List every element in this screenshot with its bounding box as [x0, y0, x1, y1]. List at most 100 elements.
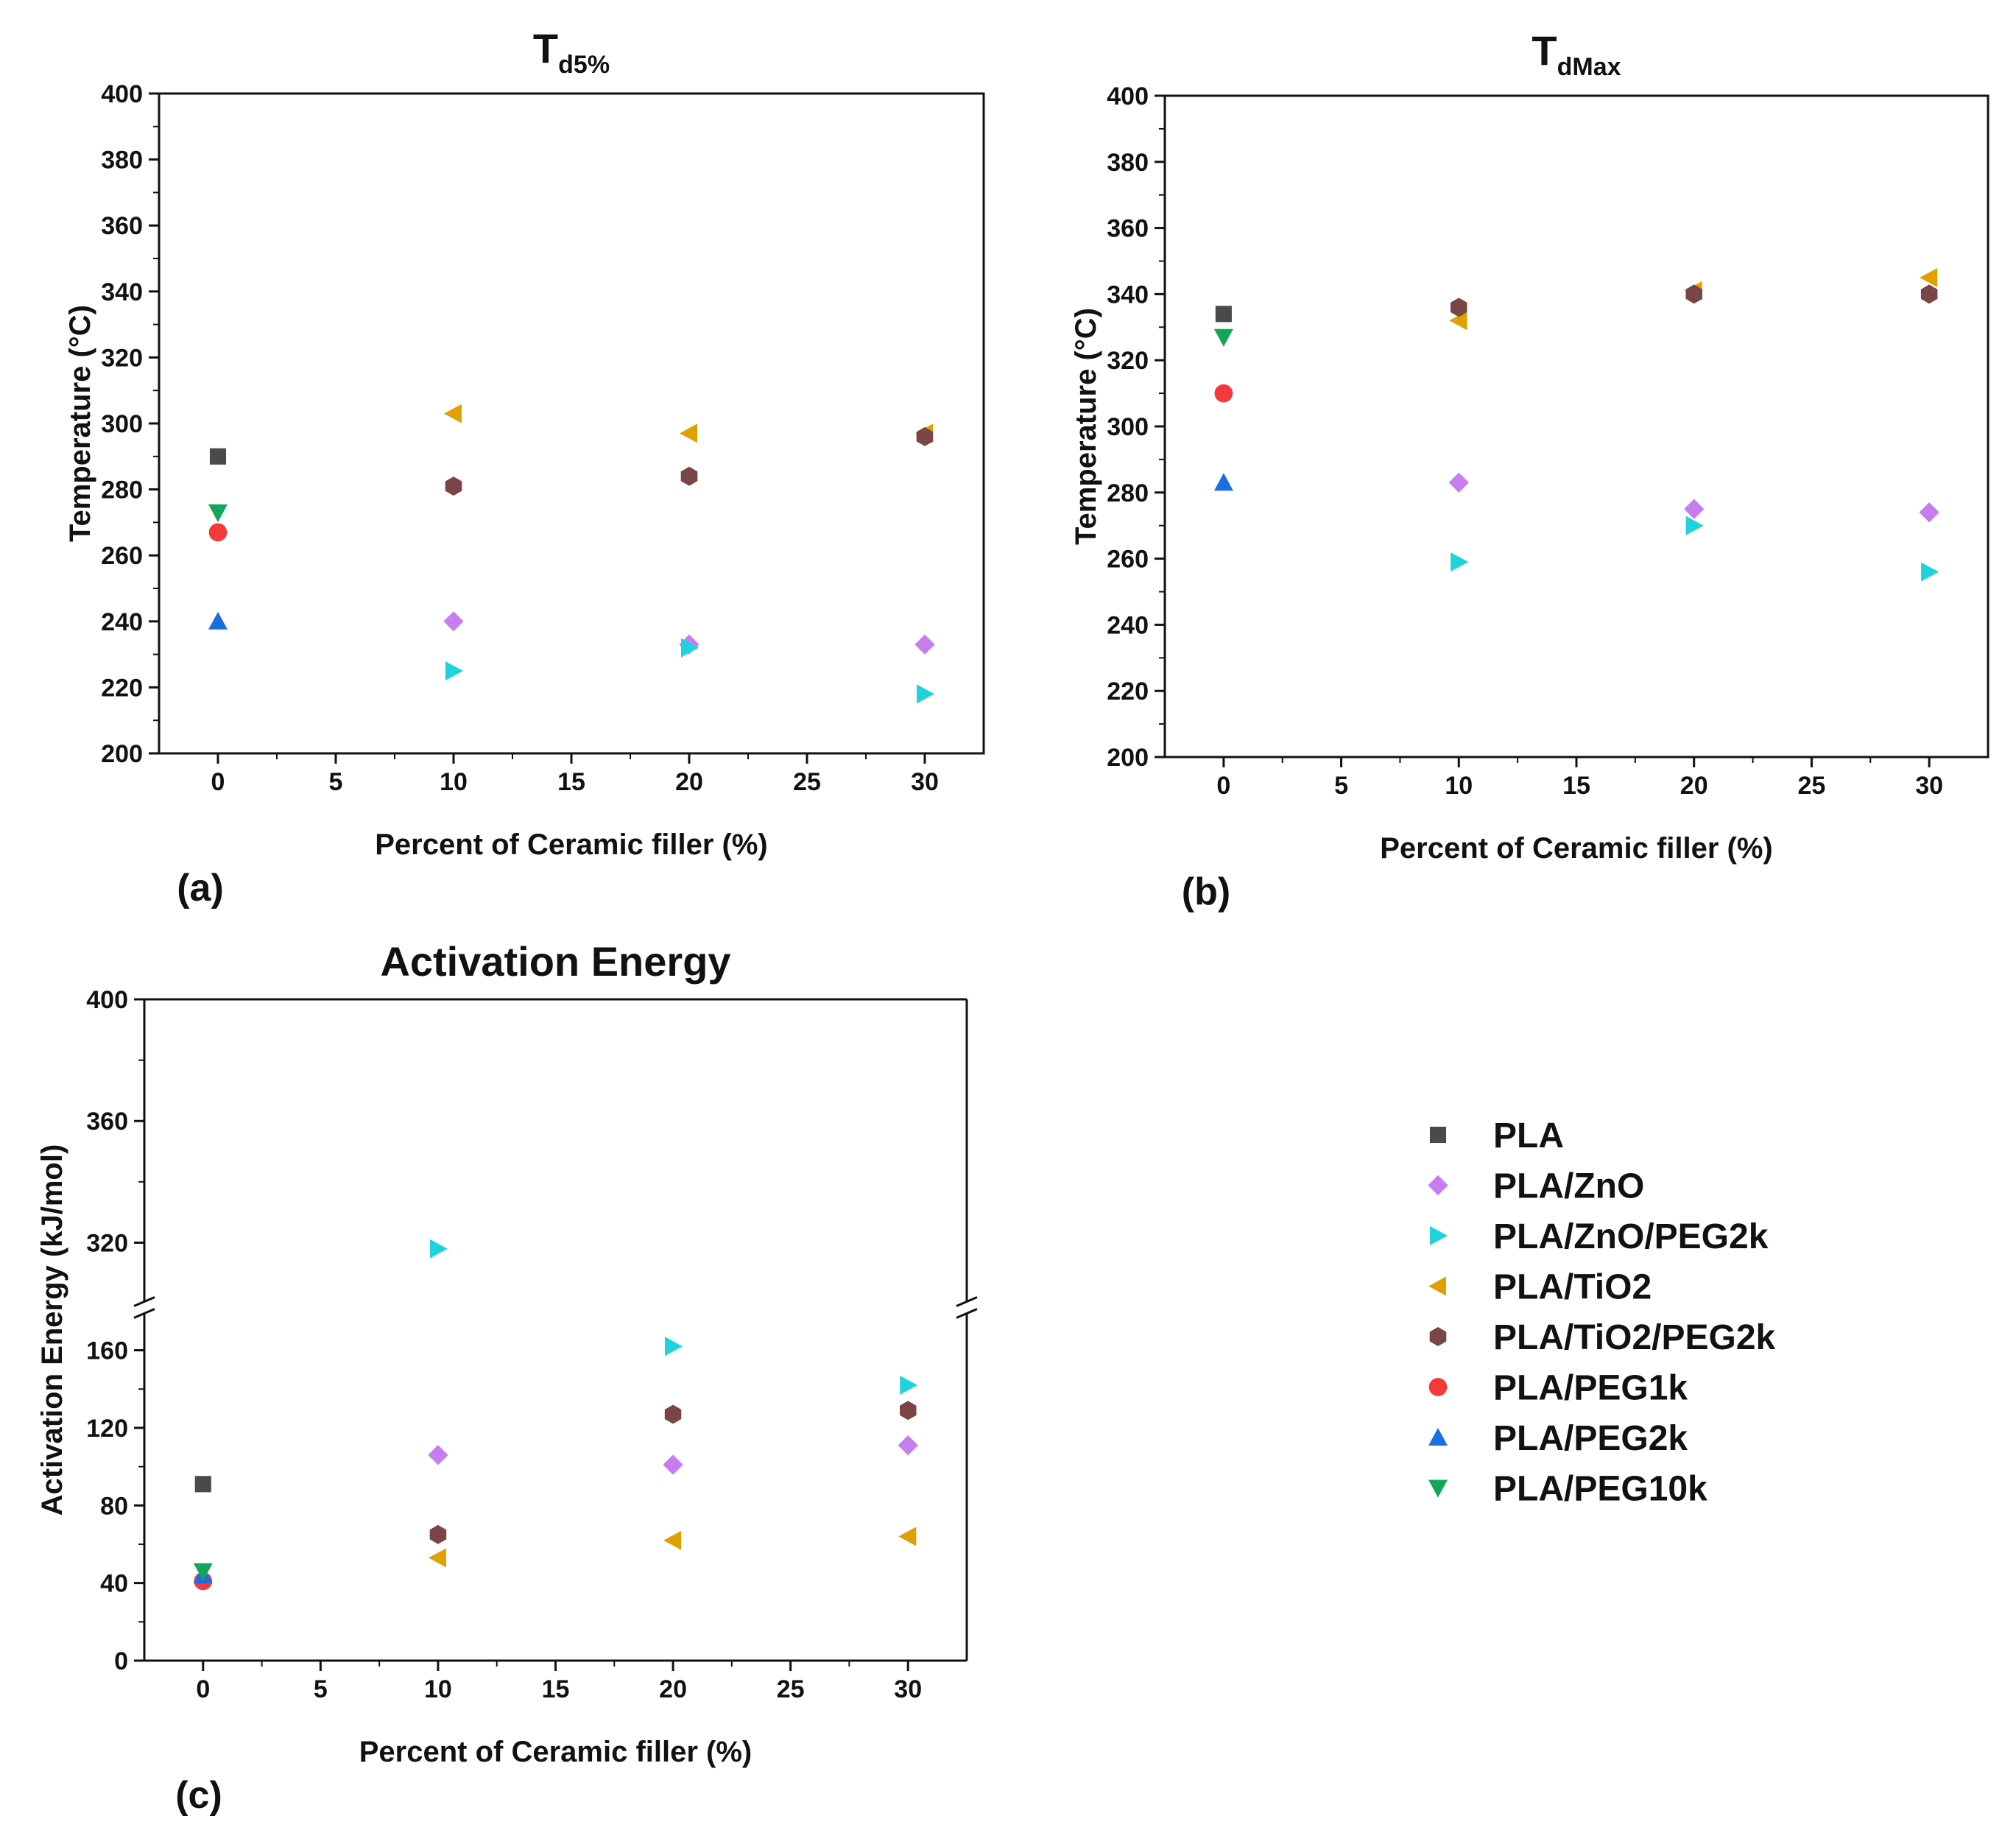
axis-break-mark: [133, 1296, 155, 1307]
y-tick-label: 320: [101, 344, 143, 372]
legend-label: PLA/TiO2: [1493, 1268, 1652, 1307]
data-point-pla-peg10k: [208, 504, 228, 522]
data-point-pla-zno-peg2k: [900, 1376, 918, 1395]
data-point-pla-zno-peg2k: [917, 684, 934, 704]
y-tick-label: 120: [86, 1415, 128, 1443]
y-tick-label: 320: [1107, 347, 1149, 375]
panel-a-title-sub: d5%: [558, 51, 610, 79]
data-point-pla-zno: [1448, 472, 1469, 493]
y-tick-label: 200: [1107, 744, 1149, 772]
data-point-pla-tio2: [1449, 311, 1467, 331]
data-point-pla-tio2-peg2k: [916, 426, 934, 446]
panel-b-letter: (b): [1182, 870, 1230, 913]
data-point-pla-zno-peg2k: [445, 661, 463, 680]
data-point-pla-zno: [428, 1445, 448, 1465]
legend-marker-pla-peg10k: [1428, 1479, 1448, 1498]
data-point-pla-tio2-peg2k: [1920, 284, 1938, 304]
series-pla-peg10k: [1213, 328, 1233, 347]
data-point-pla-zno: [443, 611, 464, 632]
legend-label: PLA/PEG2k: [1493, 1419, 1688, 1458]
data-point-pla: [194, 1476, 211, 1493]
legend-item-pla-peg1k: PLA/PEG1k: [1428, 1369, 1688, 1408]
legend-item-pla-peg2k: PLA/PEG2k: [1428, 1419, 1688, 1458]
series-pla-peg10k: [193, 1563, 213, 1581]
x-tick-label: 10: [424, 1675, 452, 1703]
legend-marker-pla-peg1k: [1428, 1378, 1448, 1396]
data-point-pla-tio2-peg2k: [429, 1524, 447, 1544]
plots-layer: 0 5 10 15 20 25 302002202402602803003203403603…: [86, 80, 1989, 1703]
y-tick-label: 280: [101, 476, 143, 504]
data-point-pla-zno-peg2k: [1685, 515, 1704, 535]
data-point-pla-zno: [1919, 502, 1939, 523]
data-point-pla-peg10k: [1213, 328, 1233, 347]
series-pla: [194, 1476, 211, 1493]
legend-item-pla-tio2: PLA/TiO2: [1428, 1268, 1652, 1307]
y-tick-label: 0: [114, 1647, 128, 1675]
x-tick-label: 20: [1680, 772, 1708, 800]
y-tick-label: 160: [86, 1337, 128, 1365]
y-tick-label: 340: [1107, 281, 1149, 309]
y-tick-label: 400: [86, 986, 128, 1014]
x-tick-label: 30: [1915, 772, 1943, 800]
axis-break-mark: [956, 1308, 978, 1319]
series-pla-peg10k: [208, 504, 228, 522]
x-tick-label: 0: [1216, 772, 1230, 800]
legend-label: PLA/TiO2/PEG2k: [1493, 1318, 1776, 1357]
panel-a-title: Td5%: [533, 25, 610, 79]
data-point-pla-zno-peg2k: [429, 1239, 448, 1259]
x-tick-label: 25: [777, 1675, 805, 1703]
x-tick-label: 5: [329, 768, 343, 796]
y-tick-label: 280: [1107, 479, 1149, 507]
legend: PLA PLA/ZnO PLA/ZnO/PEG2k PLA/TiO2 PLA/TiO2/…: [1428, 1116, 1776, 1509]
series-pla: [209, 448, 227, 465]
y-tick-label: 360: [86, 1108, 128, 1136]
axis-break-gap: [956, 1301, 977, 1314]
data-point-pla-tio2-peg2k: [445, 476, 462, 496]
panel-b-y-axis-title: Temperature (°C): [1070, 308, 1102, 545]
y-tick-label: 380: [101, 147, 143, 175]
y-tick-label: 220: [1107, 678, 1149, 705]
data-point-pla-tio2: [444, 404, 462, 423]
series-pla-peg2k: [1213, 473, 1233, 491]
data-point-pla-tio2-peg2k: [900, 1401, 917, 1421]
y-tick-label: 360: [101, 212, 143, 240]
data-point-pla-tio2: [1920, 268, 1938, 287]
x-tick-label: 10: [440, 768, 468, 796]
legend-label: PLA: [1493, 1116, 1564, 1155]
series-pla-tio2-peg2k: [445, 426, 934, 496]
y-tick-label: 200: [101, 740, 143, 768]
panel-c-title: Activation Energy: [380, 938, 730, 985]
series-pla-zno-peg2k: [429, 1239, 918, 1395]
legend-marker-pla: [1429, 1126, 1447, 1144]
axis-break-gap: [134, 1301, 155, 1314]
legend-item-pla-peg10k: PLA/PEG10k: [1428, 1470, 1707, 1509]
series-pla-zno-peg2k: [445, 638, 934, 704]
x-tick-label: 0: [196, 1675, 210, 1703]
data-point-pla-peg1k: [1214, 384, 1233, 403]
x-tick-label: 0: [211, 768, 225, 796]
x-tick-label: 10: [1445, 772, 1473, 800]
data-point-pla-zno-peg2k: [1451, 552, 1469, 572]
y-tick-label: 260: [101, 542, 143, 570]
panel-c-y-axis-title: Activation Energy (kJ/mol): [36, 1144, 68, 1516]
data-point-pla-zno-peg2k: [1921, 562, 1939, 582]
legend-item-pla-zno: PLA/ZnO: [1428, 1167, 1644, 1206]
legend-marker-pla-zno: [1428, 1175, 1448, 1196]
data-point-pla-peg10k: [193, 1563, 213, 1581]
data-point-pla-zno: [663, 1454, 683, 1475]
legend-item-pla-tio2-peg2k: PLA/TiO2/PEG2k: [1429, 1318, 1776, 1357]
panel-a-title-main: T: [533, 25, 558, 71]
data-point-pla-zno: [1684, 499, 1705, 519]
panel-c-x-axis-title: Percent of Ceramic filler (%): [359, 1736, 753, 1768]
y-tick-label: 300: [101, 410, 143, 438]
y-tick-label: 400: [1107, 82, 1149, 110]
y-tick-label: 240: [1107, 611, 1149, 639]
panel-a-y-axis-title: Temperature (°C): [64, 305, 96, 542]
legend-marker-pla-tio2: [1428, 1276, 1446, 1296]
y-tick-label: 240: [101, 608, 143, 636]
legend-label: PLA/PEG1k: [1493, 1369, 1688, 1408]
x-tick-label: 20: [675, 768, 703, 796]
series-pla-peg1k: [208, 523, 228, 542]
legend-label: PLA/ZnO/PEG2k: [1493, 1217, 1769, 1256]
x-tick-label: 5: [1334, 772, 1348, 800]
